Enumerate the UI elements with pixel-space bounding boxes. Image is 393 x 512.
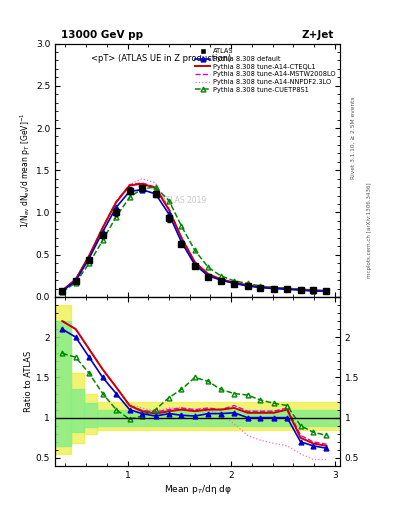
Y-axis label: Ratio to ATLAS: Ratio to ATLAS <box>24 351 33 412</box>
X-axis label: Mean p$_T$/dη dφ: Mean p$_T$/dη dφ <box>163 482 231 496</box>
Text: <pT> (ATLAS UE in Z production): <pT> (ATLAS UE in Z production) <box>92 54 232 62</box>
Y-axis label: 1/N$_{ev}$ dN$_{ev}$/d mean p$_T$ [GeV]$^{-1}$: 1/N$_{ev}$ dN$_{ev}$/d mean p$_T$ [GeV]$… <box>18 113 33 228</box>
Legend: ATLAS, Pythia 8.308 default, Pythia 8.308 tune-A14-CTEQL1, Pythia 8.308 tune-A14: ATLAS, Pythia 8.308 default, Pythia 8.30… <box>194 47 337 94</box>
Text: ATLAS 2019: ATLAS 2019 <box>161 196 206 205</box>
Text: mcplots.cern.ch [arXiv:1306.3436]: mcplots.cern.ch [arXiv:1306.3436] <box>367 183 373 278</box>
Text: Z+Jet: Z+Jet <box>302 30 334 40</box>
Text: 13000 GeV pp: 13000 GeV pp <box>61 30 143 40</box>
Text: Rivet 3.1.10, ≥ 2.5M events: Rivet 3.1.10, ≥ 2.5M events <box>351 97 356 180</box>
